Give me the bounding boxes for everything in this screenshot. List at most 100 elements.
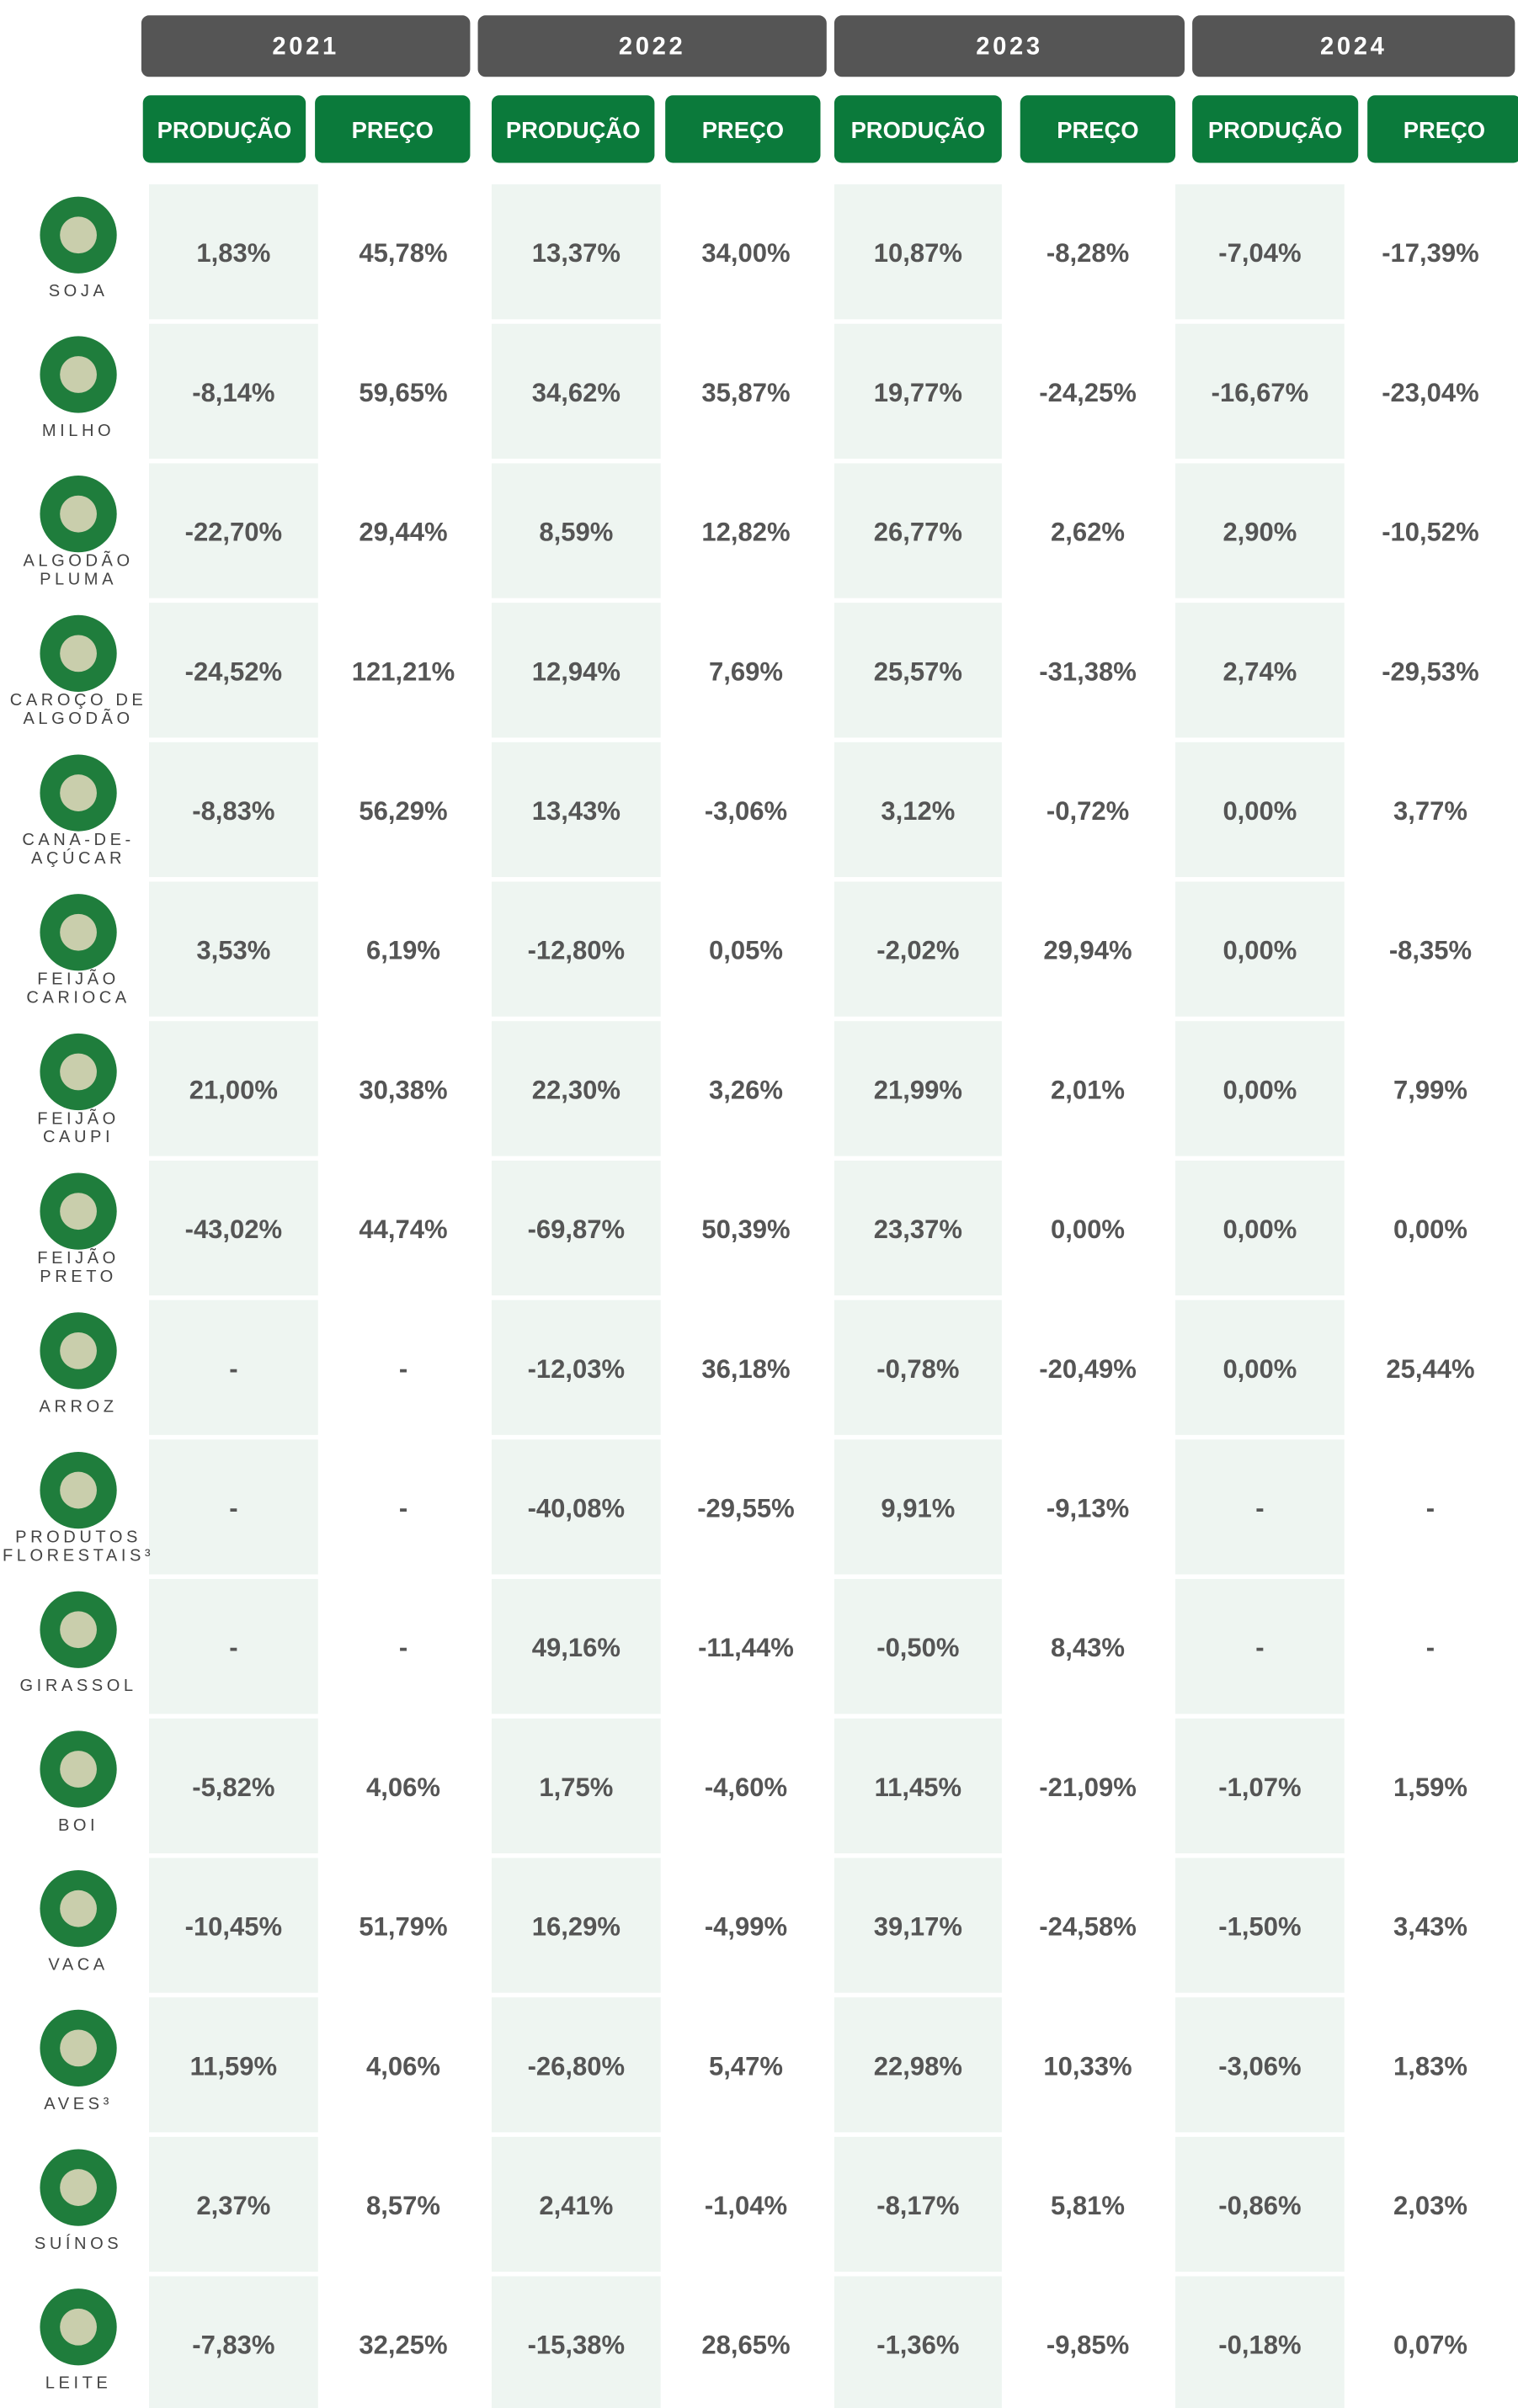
- product-icon-detail: [60, 2169, 97, 2206]
- product-label: FEIJÃO: [37, 1108, 120, 1128]
- cell-bg: [491, 1021, 661, 1156]
- cell-value: -43,02%: [185, 1215, 283, 1244]
- cell-value: 34,00%: [701, 238, 790, 268]
- cell-bg: [1175, 463, 1345, 598]
- product-icon-detail: [60, 1890, 97, 1927]
- cell-value: 22,30%: [532, 1075, 621, 1104]
- cell-value: 3,12%: [881, 796, 955, 826]
- cell-bg: [834, 463, 1002, 598]
- cell-value: -24,58%: [1039, 1912, 1137, 1942]
- cell-value: -0,78%: [876, 1354, 959, 1384]
- cell-value: 13,37%: [532, 238, 621, 268]
- cell-value: -1,07%: [1218, 1773, 1301, 1802]
- cell-value: -16,67%: [1212, 378, 1309, 407]
- cell-value: -8,14%: [192, 378, 274, 407]
- product-label: AÇÚCAR: [31, 848, 125, 868]
- cell-bg: [834, 1858, 1002, 1993]
- cell-value: -24,25%: [1039, 378, 1137, 407]
- sub-header: [491, 95, 655, 163]
- sub-header: [142, 95, 306, 163]
- cell-value: -1,36%: [876, 2331, 959, 2360]
- product-label: FLORESTAIS³: [3, 1546, 154, 1565]
- cell-value: 0,00%: [1222, 1075, 1297, 1104]
- cell-value: 4,06%: [366, 2051, 440, 2081]
- cell-value: 8,57%: [366, 2191, 440, 2220]
- sub-header-label: PREÇO: [1403, 117, 1485, 143]
- product-label: ALGODÃO: [23, 708, 133, 728]
- product-label: SOJA: [49, 282, 109, 300]
- product-label: CANA-DE-: [22, 831, 134, 849]
- cell-value: 2,01%: [1051, 1075, 1125, 1104]
- cell-value: -26,80%: [528, 2051, 626, 2081]
- cell-bg: [491, 1439, 661, 1575]
- cell-bg: [491, 1997, 661, 2133]
- cell-value: -8,35%: [1389, 936, 1472, 965]
- cell-bg: [491, 881, 661, 1017]
- cell-value: -: [229, 1633, 237, 1662]
- cell-bg: [1175, 2136, 1345, 2272]
- year-label: 2023: [976, 33, 1043, 60]
- cell-bg: [1175, 1579, 1345, 1714]
- cell-bg: [491, 1579, 661, 1714]
- cell-value: 11,45%: [875, 1773, 961, 1802]
- sub-header: [834, 95, 1002, 163]
- cell-bg: [149, 1160, 318, 1296]
- cell-value: -3,06%: [705, 796, 787, 826]
- cell-value: 2,74%: [1222, 656, 1297, 686]
- cell-value: 2,41%: [539, 2191, 613, 2220]
- cell-value: -: [229, 1354, 237, 1384]
- cell-bg: [834, 603, 1002, 738]
- cell-value: 121,21%: [352, 656, 455, 686]
- cell-value: 51,79%: [359, 1912, 447, 1942]
- year-label: 2021: [272, 33, 339, 60]
- year-label: 2022: [619, 33, 686, 60]
- cell-value: 7,69%: [709, 656, 783, 686]
- cell-value: 1,59%: [1393, 1773, 1467, 1802]
- cell-value: 16,29%: [532, 1912, 621, 1942]
- cell-value: -: [399, 1493, 407, 1523]
- cell-value: -4,60%: [705, 1773, 787, 1802]
- cell-bg: [149, 1579, 318, 1714]
- cell-bg: [1175, 1718, 1345, 1853]
- cell-bg: [1175, 881, 1345, 1017]
- product-icon-detail: [60, 1332, 97, 1369]
- cell-value: -10,52%: [1382, 518, 1479, 547]
- cell-bg: [1175, 1160, 1345, 1296]
- product-label: ARROZ: [40, 1398, 118, 1417]
- cell-bg: [149, 184, 318, 320]
- cell-value: 9,91%: [881, 1493, 955, 1523]
- cell-value: 0,07%: [1393, 2331, 1467, 2360]
- cell-value: 2,03%: [1393, 2191, 1467, 2220]
- cell-value: -0,50%: [876, 1633, 959, 1662]
- cell-value: 0,05%: [709, 936, 783, 965]
- cell-bg: [149, 1718, 318, 1853]
- cell-value: -40,08%: [528, 1493, 626, 1523]
- cell-value: 25,44%: [1386, 1354, 1474, 1384]
- cell-bg: [834, 1300, 1002, 1435]
- sub-header-label: PREÇO: [1057, 117, 1138, 143]
- cell-value: -9,13%: [1047, 1493, 1129, 1523]
- product-icon-detail: [60, 1193, 97, 1231]
- cell-value: 1,83%: [1393, 2051, 1467, 2081]
- cell-value: -11,44%: [698, 1633, 794, 1662]
- sub-header-label: PREÇO: [352, 117, 434, 143]
- cell-value: -2,02%: [876, 936, 959, 965]
- cell-bg: [1175, 1300, 1345, 1435]
- cell-value: -29,53%: [1382, 656, 1479, 686]
- cell-value: 3,43%: [1393, 1912, 1467, 1942]
- cell-value: 5,81%: [1051, 2191, 1125, 2220]
- product-icon-detail: [60, 1611, 97, 1649]
- cell-bg: [149, 1021, 318, 1156]
- cell-value: -1,04%: [705, 2191, 787, 2220]
- cell-bg: [834, 1718, 1002, 1853]
- cell-bg: [491, 2136, 661, 2272]
- cell-bg: [491, 1160, 661, 1296]
- product-label: GIRASSOL: [20, 1677, 137, 1695]
- sub-header-label: PRODUÇÃO: [1208, 117, 1343, 143]
- cell-bg: [149, 742, 318, 878]
- cell-bg: [1175, 1858, 1345, 1993]
- cell-value: 23,37%: [874, 1215, 962, 1244]
- product-icon-detail: [60, 2029, 97, 2067]
- cell-bg: [491, 1718, 661, 1853]
